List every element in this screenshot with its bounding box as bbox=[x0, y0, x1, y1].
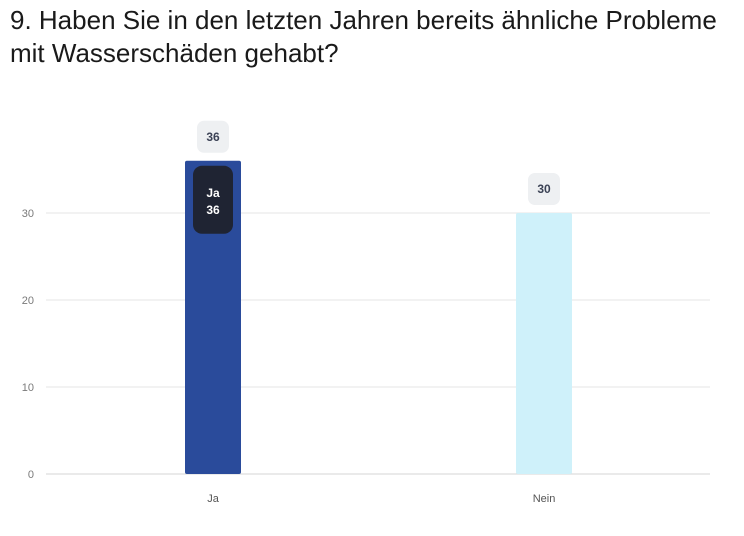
x-tick-label: Ja bbox=[207, 493, 220, 505]
bar-ja[interactable] bbox=[185, 160, 241, 475]
data-label: 36 bbox=[206, 130, 220, 144]
y-tick-label: 0 bbox=[28, 469, 34, 481]
x-tick-label: Nein bbox=[533, 493, 556, 505]
data-label-bg bbox=[197, 120, 229, 153]
y-tick-label: 30 bbox=[22, 208, 34, 220]
tooltip-value: 36 bbox=[206, 203, 220, 217]
bar-nein[interactable] bbox=[516, 213, 572, 474]
tooltip-category: Ja bbox=[206, 186, 220, 200]
chart-title: 9. Haben Sie in den letzten Jahren berei… bbox=[10, 5, 717, 68]
y-tick-label: 20 bbox=[22, 295, 34, 307]
data-label: 30 bbox=[537, 182, 551, 196]
data-label-bg bbox=[528, 173, 560, 205]
y-tick-label: 10 bbox=[22, 382, 34, 394]
tooltip bbox=[193, 165, 233, 234]
